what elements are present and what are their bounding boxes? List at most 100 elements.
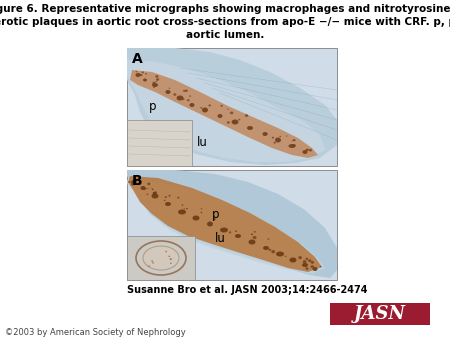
Ellipse shape [165,196,167,198]
Polygon shape [128,176,322,272]
Text: lu: lu [215,232,226,245]
Ellipse shape [155,75,158,78]
Ellipse shape [310,265,314,268]
Ellipse shape [131,180,137,184]
Ellipse shape [193,216,199,220]
Ellipse shape [181,204,183,206]
Ellipse shape [168,256,170,257]
Polygon shape [127,180,325,274]
Ellipse shape [165,251,167,252]
Ellipse shape [289,258,297,263]
Ellipse shape [235,231,237,232]
Ellipse shape [145,73,147,75]
Ellipse shape [154,191,157,194]
Ellipse shape [272,137,274,139]
Ellipse shape [293,139,296,141]
Ellipse shape [168,195,171,197]
Ellipse shape [235,234,241,238]
Text: B: B [132,174,143,188]
Ellipse shape [238,119,240,120]
Ellipse shape [152,189,154,190]
Text: A: A [132,52,143,66]
Ellipse shape [135,73,140,77]
Ellipse shape [128,181,130,183]
Ellipse shape [309,149,312,151]
Ellipse shape [266,133,268,134]
Polygon shape [127,170,337,278]
Ellipse shape [276,251,284,257]
Ellipse shape [182,98,184,100]
Ellipse shape [143,78,147,81]
Ellipse shape [202,107,208,113]
Ellipse shape [186,208,188,209]
Ellipse shape [143,246,179,270]
Ellipse shape [153,192,156,195]
Ellipse shape [170,258,171,260]
Ellipse shape [176,96,184,100]
Ellipse shape [177,197,180,199]
Ellipse shape [135,71,137,72]
Ellipse shape [207,221,213,226]
Text: Susanne Bro et al. JASN 2003;14:2466-2474: Susanne Bro et al. JASN 2003;14:2466-247… [127,285,368,295]
Ellipse shape [147,188,148,189]
Ellipse shape [320,266,321,267]
Ellipse shape [298,256,302,259]
Ellipse shape [147,194,149,195]
Ellipse shape [137,183,139,185]
Bar [127,120,192,166]
Ellipse shape [213,218,216,220]
Ellipse shape [220,227,228,233]
Ellipse shape [173,93,176,96]
Ellipse shape [217,114,222,118]
Ellipse shape [288,144,296,148]
Text: lu: lu [197,136,208,149]
Ellipse shape [152,262,154,264]
Ellipse shape [140,74,143,76]
Ellipse shape [200,212,202,213]
Ellipse shape [248,240,256,244]
Ellipse shape [306,267,309,270]
Ellipse shape [262,132,267,136]
Ellipse shape [153,192,156,194]
Ellipse shape [267,238,269,240]
Ellipse shape [251,233,253,235]
Ellipse shape [269,249,271,251]
Ellipse shape [234,121,235,122]
Ellipse shape [140,186,145,190]
Ellipse shape [185,90,188,92]
Ellipse shape [220,105,223,107]
Ellipse shape [153,82,155,84]
Ellipse shape [247,126,253,130]
Ellipse shape [227,108,229,110]
Bar [127,48,337,166]
Ellipse shape [292,140,293,141]
Ellipse shape [152,193,158,198]
Ellipse shape [302,150,307,154]
Ellipse shape [306,149,309,151]
Ellipse shape [152,83,158,87]
Ellipse shape [178,210,186,215]
Bar [330,303,430,325]
Ellipse shape [312,267,318,271]
Ellipse shape [187,99,189,101]
Ellipse shape [155,81,157,82]
Ellipse shape [152,188,153,189]
Ellipse shape [302,263,308,267]
Ellipse shape [131,183,135,186]
Ellipse shape [254,231,256,233]
Ellipse shape [231,120,239,124]
Ellipse shape [308,259,311,262]
Ellipse shape [252,236,256,239]
Ellipse shape [151,260,153,262]
Ellipse shape [165,202,171,206]
Bar [127,236,195,280]
Ellipse shape [140,184,141,185]
Ellipse shape [184,208,185,209]
Ellipse shape [169,88,170,89]
Polygon shape [127,48,337,165]
Ellipse shape [245,114,248,117]
Ellipse shape [271,250,275,254]
Polygon shape [130,70,318,158]
Ellipse shape [208,104,211,106]
Bar [127,170,337,280]
